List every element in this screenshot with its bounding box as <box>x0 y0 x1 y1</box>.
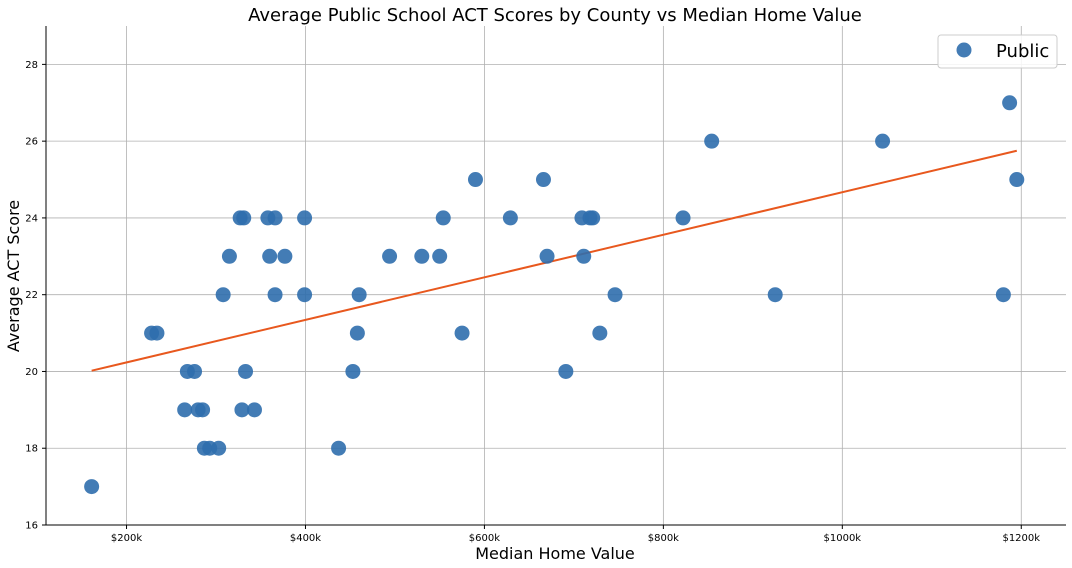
data-point <box>238 363 254 379</box>
data-point <box>277 248 293 264</box>
data-point <box>187 363 203 379</box>
data-point <box>382 248 398 264</box>
data-point <box>607 287 623 303</box>
data-point <box>267 287 283 303</box>
data-point <box>585 210 601 226</box>
data-point <box>535 172 551 188</box>
y-tick-label: 26 <box>25 137 38 148</box>
data-point <box>246 402 262 418</box>
x-tick-label: $1200k <box>1002 533 1040 544</box>
y-tick-label: 20 <box>25 367 38 378</box>
data-point <box>349 325 365 341</box>
x-tick-label: $200k <box>111 533 142 544</box>
trendline-layer <box>91 149 1018 372</box>
data-point <box>558 363 574 379</box>
data-point <box>297 210 313 226</box>
data-point <box>351 287 367 303</box>
data-point <box>1009 172 1025 188</box>
legend-box <box>937 34 1058 69</box>
grid-layer <box>46 26 1066 526</box>
trendline <box>91 149 1018 372</box>
data-point <box>875 133 891 149</box>
y-tick-label: 22 <box>25 290 38 301</box>
legend: Public <box>937 34 1058 69</box>
x-tick-label: $1000k <box>824 533 862 544</box>
data-point <box>539 248 555 264</box>
data-point <box>234 402 250 418</box>
x-tick-label: $800k <box>648 533 679 544</box>
y-tick-label: 28 <box>25 60 38 71</box>
data-point <box>592 325 608 341</box>
data-point <box>345 363 361 379</box>
data-point <box>414 248 430 264</box>
data-point <box>84 479 100 495</box>
data-point <box>215 287 231 303</box>
data-point <box>995 287 1011 303</box>
data-point <box>221 248 237 264</box>
data-point <box>576 248 592 264</box>
data-point <box>267 210 283 226</box>
x-axis-label: Median Home Value <box>475 544 635 563</box>
x-tick-label: $600k <box>469 533 500 544</box>
y-tick-label: 24 <box>25 213 38 224</box>
chart-title: Average Public School ACT Scores by Coun… <box>248 5 862 26</box>
data-point <box>435 210 451 226</box>
y-tick-label: 16 <box>25 521 38 532</box>
data-point <box>236 210 252 226</box>
legend-marker <box>956 42 972 58</box>
data-point <box>454 325 470 341</box>
data-point <box>467 172 483 188</box>
data-point <box>297 287 313 303</box>
x-tick-label: $400k <box>290 533 321 544</box>
data-point <box>262 248 278 264</box>
data-point <box>502 210 518 226</box>
data-point <box>211 440 227 456</box>
points-layer <box>84 95 1025 495</box>
data-point <box>177 402 193 418</box>
data-point <box>675 210 691 226</box>
data-point <box>1002 95 1018 111</box>
data-point <box>704 133 720 149</box>
y-axis-label: Average ACT Score <box>4 200 23 352</box>
data-point <box>767 287 783 303</box>
data-point <box>432 248 448 264</box>
axes-layer: $200k $400k $600k $800k $1000k $1200k 16 18 20 22… <box>25 26 1066 544</box>
data-point <box>331 440 347 456</box>
y-tick-label: 18 <box>25 444 38 455</box>
data-point <box>195 402 211 418</box>
data-point <box>149 325 165 341</box>
legend-label-public: Public <box>996 41 1049 62</box>
